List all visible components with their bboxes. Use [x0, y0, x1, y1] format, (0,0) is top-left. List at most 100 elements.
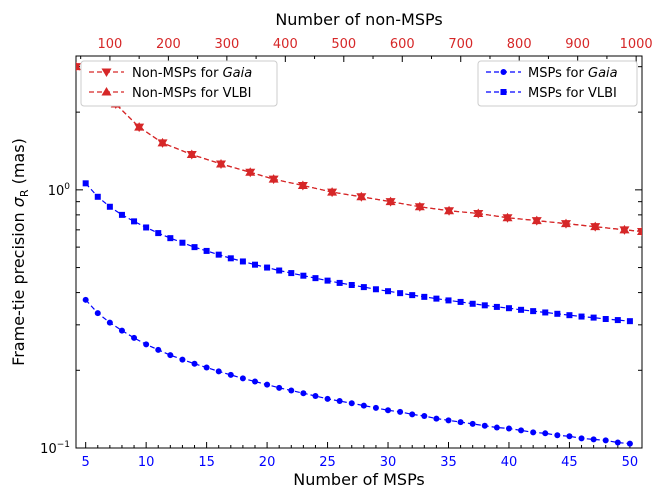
data-point: [502, 212, 513, 222]
data-point: [245, 167, 256, 176]
legend-entry-nonmsp-gaia: [89, 68, 124, 77]
series-1: [76, 61, 642, 235]
data-point: [414, 201, 425, 211]
data-point: [590, 221, 601, 231]
x-top-title: Number of non-MSPs: [275, 10, 442, 29]
data-point: [268, 174, 279, 183]
data-point: [239, 375, 246, 382]
data-point: [602, 437, 609, 444]
data-point: [372, 286, 379, 293]
data-point: [614, 439, 621, 446]
y-title-main: Frame-tie precision: [9, 207, 28, 366]
data-point: [566, 312, 573, 319]
data-point: [106, 319, 113, 326]
data-point: [227, 255, 234, 262]
data-point: [493, 424, 500, 431]
data-point: [167, 352, 174, 359]
data-point: [251, 261, 258, 268]
data-point: [619, 224, 630, 234]
data-point: [385, 196, 396, 206]
legend-label-msp-gaia: MSPs for Gaia: [528, 66, 618, 81]
data-point: [554, 432, 561, 439]
legend-entry-msp-gaia: [486, 69, 521, 75]
data-point: [288, 387, 295, 394]
data-point: [531, 215, 542, 225]
x-bottom-tick-label: 40: [501, 455, 518, 470]
data-point: [82, 296, 89, 303]
legend-marker: [500, 89, 507, 95]
x-bottom-tick-label: 20: [259, 455, 276, 470]
data-point: [372, 404, 379, 411]
data-point: [473, 208, 484, 217]
legend-label-nonmsp-gaia: Non-MSPs for Gaia: [132, 66, 252, 81]
data-point: [82, 180, 89, 187]
data-point: [215, 251, 222, 258]
data-point: [421, 413, 428, 420]
data-point: [157, 137, 168, 147]
data-point: [578, 313, 585, 320]
data-point: [397, 408, 404, 415]
x-bottom-tick-label: 45: [561, 455, 578, 470]
x-bottom-tick-label: 15: [198, 455, 215, 470]
data-point: [94, 193, 101, 200]
data-point: [186, 149, 197, 159]
x-top-tick-label: 1000: [620, 37, 653, 52]
series-line: [85, 299, 630, 445]
y-tick-label: 100: [48, 182, 71, 199]
data-point: [94, 310, 101, 317]
data-point: [469, 420, 476, 427]
x-bottom-tick-label: 25: [319, 455, 336, 470]
data-point: [216, 158, 227, 168]
x-top-tick-label: 800: [507, 37, 532, 52]
legend-left: Non-MSPs for Gaia Non-MSPs for VLBI: [80, 60, 278, 107]
x-bottom-tick-label: 35: [440, 455, 457, 470]
data-point: [578, 435, 585, 442]
data-point: [348, 400, 355, 407]
y-title-sub: R: [18, 189, 31, 197]
data-point: [288, 270, 295, 277]
data-point: [203, 247, 210, 254]
legend-marker: [101, 87, 112, 96]
data-point: [518, 427, 525, 434]
legend-entry-nonmsp-vlbi: [89, 87, 124, 96]
data-point: [143, 341, 150, 348]
data-point: [505, 305, 512, 312]
data-point: [239, 258, 246, 265]
x-top-tick-label: 700: [448, 37, 473, 52]
x-bottom-tick-label: 50: [622, 455, 639, 470]
data-point: [312, 393, 319, 400]
x-bottom-tick-label: 30: [380, 455, 397, 470]
data-point: [542, 430, 549, 437]
series-layer: [76, 61, 642, 447]
plot-frame: [75, 55, 643, 449]
series-line: [85, 182, 630, 322]
x-bottom-tick-label: 10: [138, 455, 155, 470]
data-point: [336, 398, 343, 405]
data-point: [356, 191, 367, 201]
data-point: [360, 402, 367, 409]
data-point: [457, 298, 464, 305]
data-point: [155, 346, 162, 353]
data-point: [327, 187, 338, 196]
data-point: [203, 364, 210, 371]
data-point: [518, 306, 525, 313]
x-top-tick-label: 100: [97, 37, 122, 52]
data-point: [76, 61, 81, 71]
data-point: [215, 368, 222, 375]
data-point: [155, 230, 162, 237]
x-top-tick-label: 200: [156, 37, 181, 52]
data-point: [385, 288, 392, 295]
data-point: [179, 356, 186, 363]
data-point: [493, 303, 500, 310]
x-top-tick-label: 900: [565, 37, 590, 52]
data-point: [445, 297, 452, 304]
x-top-tick-label: 400: [273, 37, 298, 52]
data-point: [191, 244, 198, 251]
data-point: [385, 407, 392, 414]
axis-ticks: 5 10 15 20 25 30 35 40 45 50 100 200 300 400 500 600 700…: [40, 37, 653, 470]
y-tick-label: 10−1: [40, 440, 70, 457]
y-axis-title: Frame-tie precision σR (mas): [9, 138, 31, 366]
legend-right-box: [477, 60, 638, 107]
data-point: [134, 122, 145, 131]
